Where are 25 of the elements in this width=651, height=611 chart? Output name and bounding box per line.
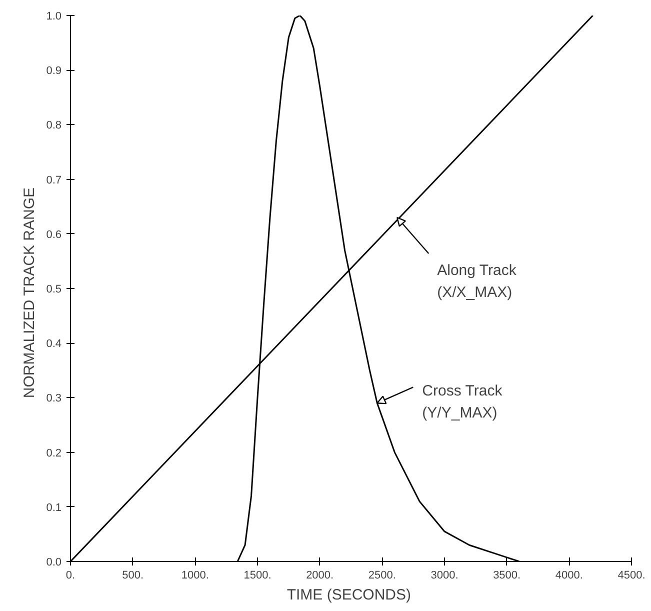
y-tick-label: 0.8 (46, 120, 62, 132)
y-tick-label: 1.0 (46, 10, 62, 22)
y-tick-label: 0.6 (46, 228, 62, 241)
y-tick-label: 0.9 (46, 65, 62, 78)
x-tick-label: 1000. (181, 570, 209, 582)
annotation: Along Track (X/X_MAX) (437, 262, 517, 302)
y-tick-label: 0.0 (46, 556, 62, 568)
x-tick-label: 2000. (306, 570, 334, 582)
x-tick-label: 2500. (368, 570, 396, 582)
x-tick-label: 4000. (555, 570, 583, 582)
x-tick-label: 500. (122, 570, 144, 582)
y-tick-label: 0.1 (46, 502, 62, 514)
x-tick-label: 4500. (618, 570, 646, 582)
y-tick-label: 0.4 (46, 338, 62, 350)
y-tick-label: 0.7 (46, 174, 62, 186)
x-tick-label: 1500. (244, 570, 272, 582)
y-axis-title: NORMALIZED TRACK RANGE (21, 188, 38, 398)
x-axis-title: TIME (SECONDS) (286, 586, 412, 604)
x-tick-label: 3500. (493, 570, 521, 582)
annotation: Cross Track (Y/Y_MAX) (422, 382, 503, 422)
x-tick-label: 3000. (430, 570, 458, 582)
y-tick-label: 0.3 (46, 392, 62, 405)
y-tick-label: 0.5 (46, 284, 62, 296)
y-tick-label: 0.2 (46, 447, 62, 460)
x-tick-label: 0. (66, 570, 76, 582)
